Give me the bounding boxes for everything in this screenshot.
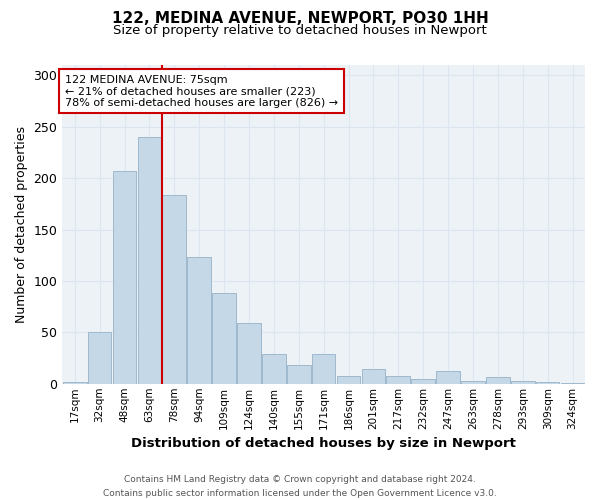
Bar — [312, 354, 335, 384]
Bar — [163, 194, 186, 384]
Bar — [386, 376, 410, 384]
Bar — [337, 376, 361, 384]
Text: 122 MEDINA AVENUE: 75sqm
← 21% of detached houses are smaller (223)
78% of semi-: 122 MEDINA AVENUE: 75sqm ← 21% of detach… — [65, 74, 338, 108]
Bar — [237, 323, 261, 384]
Y-axis label: Number of detached properties: Number of detached properties — [15, 126, 28, 323]
Bar — [187, 258, 211, 384]
Bar — [212, 294, 236, 384]
Bar — [412, 378, 435, 384]
Bar — [536, 382, 559, 384]
Bar — [137, 137, 161, 384]
Bar — [511, 380, 535, 384]
Bar — [486, 376, 510, 384]
Text: Contains HM Land Registry data © Crown copyright and database right 2024.
Contai: Contains HM Land Registry data © Crown c… — [103, 476, 497, 498]
Bar — [561, 382, 584, 384]
Text: Size of property relative to detached houses in Newport: Size of property relative to detached ho… — [113, 24, 487, 37]
Bar — [287, 366, 311, 384]
Bar — [362, 370, 385, 384]
Text: 122, MEDINA AVENUE, NEWPORT, PO30 1HH: 122, MEDINA AVENUE, NEWPORT, PO30 1HH — [112, 11, 488, 26]
Bar — [262, 354, 286, 384]
Bar — [113, 171, 136, 384]
X-axis label: Distribution of detached houses by size in Newport: Distribution of detached houses by size … — [131, 437, 516, 450]
Bar — [88, 332, 112, 384]
Bar — [63, 382, 86, 384]
Bar — [436, 372, 460, 384]
Bar — [461, 380, 485, 384]
